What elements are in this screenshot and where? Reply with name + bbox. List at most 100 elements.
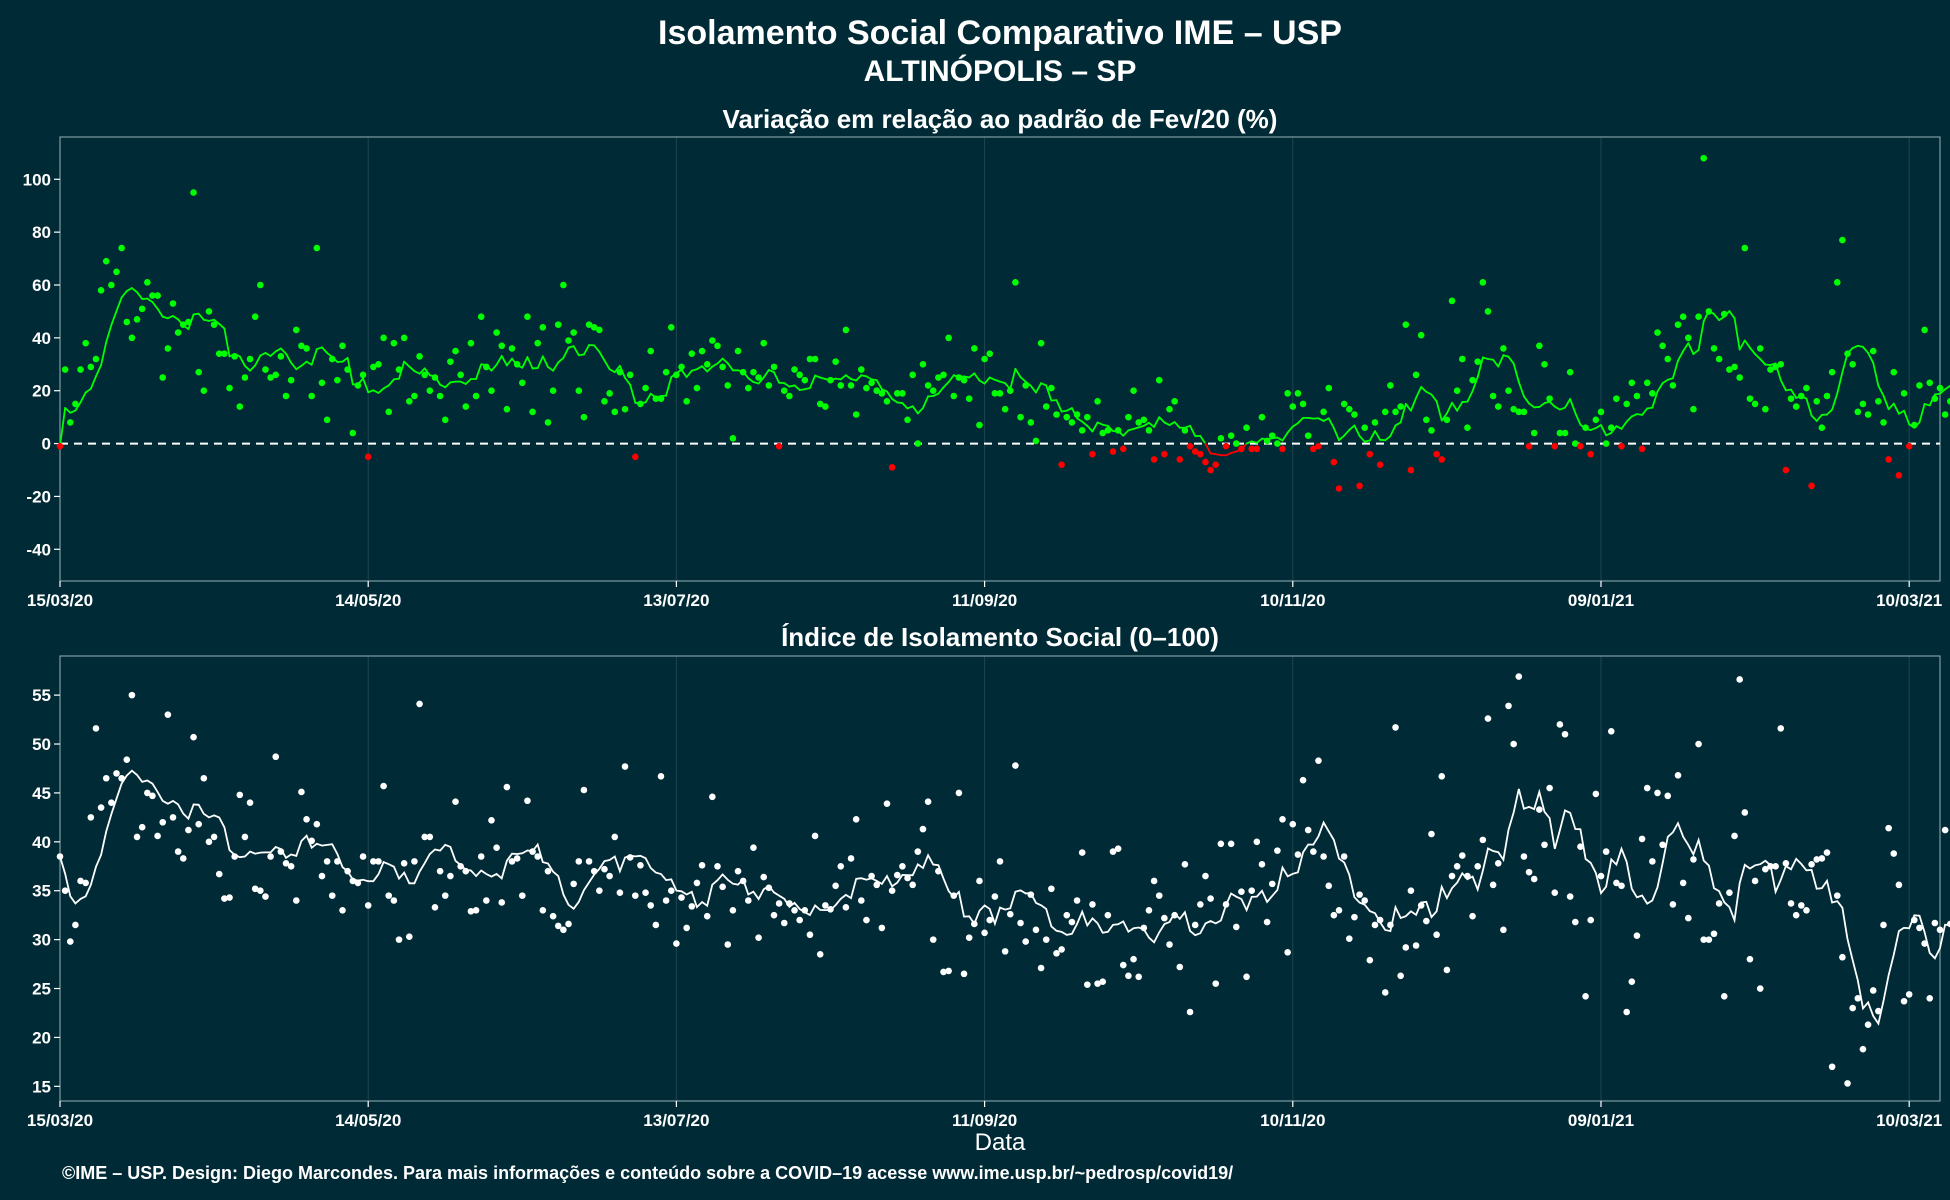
panel-1-point-56: [344, 366, 351, 373]
panel-1-trend-segment-261: [1394, 421, 1402, 427]
panel-2-point-319: [1695, 740, 1702, 748]
panel-1-point-154: [847, 382, 855, 389]
panel-1-point-113: [637, 400, 644, 408]
panel-2-point-282: [1505, 702, 1512, 710]
panel-2-point-295: [1572, 918, 1579, 926]
panel-2-point-205: [1109, 848, 1117, 855]
panel-2-point-192: [1042, 936, 1050, 943]
panel-2-point-110: [621, 763, 629, 770]
panel-1-point-70: [416, 353, 423, 360]
panel-1-point-61: [370, 363, 377, 371]
panel-1-point-363: [1921, 326, 1928, 334]
panel-2-point-315: [1674, 772, 1682, 779]
panel-1-point-361: [1911, 421, 1918, 429]
panel-2-point-221: [1191, 921, 1199, 929]
panel-1-point-345: [1828, 368, 1836, 376]
panel-2-point-45: [287, 862, 295, 870]
panel-2-point-148: [816, 950, 824, 958]
panel-1-trend-segment-40: [259, 352, 267, 357]
panel-1-trend-segment-302: [1605, 432, 1613, 437]
panel-1-point-228: [1227, 432, 1235, 439]
panel-2-point-111: [626, 854, 634, 861]
panel-1-point-230: [1238, 445, 1245, 453]
panel-1-point-302: [1607, 424, 1615, 432]
panel-2-point-36: [241, 833, 249, 841]
panel-2-frame: [59, 655, 1941, 1102]
panel-2-point-336: [1782, 860, 1790, 867]
panel-2-point-152: [837, 862, 845, 870]
panel-1-point-48: [303, 345, 310, 352]
panel-2-point-123: [688, 903, 696, 910]
panel-1-point-65: [390, 339, 398, 347]
panel-1-point-273: [1458, 355, 1466, 363]
panel-1-point-183: [996, 390, 1004, 397]
panel-1-point-9: [102, 257, 110, 265]
panel-1-point-179: [976, 421, 983, 429]
panel-1-xtick-label-4: 10/11/20: [1260, 591, 1325, 610]
panel-1-point-329: [1746, 395, 1754, 402]
panel-1-point-20: [159, 374, 167, 381]
panel-1-point-196: [1063, 413, 1071, 421]
panel-1-trend-segment-140: [773, 371, 781, 384]
panel-2-point-115: [647, 902, 655, 909]
panel-2-point-74: [436, 867, 444, 875]
panel-2-point-49: [308, 837, 315, 845]
panel-1-trend-segment-186: [1009, 367, 1017, 391]
panel-1-trend-segment-92: [526, 356, 534, 370]
panel-1-point-366: [1936, 384, 1944, 392]
panel-1-point-304: [1618, 442, 1625, 450]
panel-1-trend-segment-119: [665, 376, 673, 397]
panel-1-trend-segment-14: [125, 287, 133, 292]
panel-2-point-356: [1885, 824, 1892, 832]
panel-2-xtick-label-2: 13/07/20: [643, 1111, 709, 1130]
panel-1-point-111: [626, 371, 634, 379]
panel-2-xtick-label-4: 10/11/20: [1260, 1111, 1325, 1130]
panel-2-point-323: [1715, 900, 1723, 907]
panel-1-point-102: [580, 413, 588, 421]
panel-2-point-264: [1412, 942, 1420, 949]
panel-2-point-237: [1274, 847, 1281, 854]
panel-2-point-276: [1474, 862, 1482, 870]
panel-1-point-18: [149, 292, 156, 299]
panel-2-point-89: [513, 855, 521, 862]
panel-2-point-146: [806, 931, 814, 939]
panel-1-point-186: [1012, 279, 1019, 286]
panel-1-point-346: [1833, 279, 1841, 286]
panel-1-point-263: [1407, 466, 1415, 474]
panel-1-trend-segment-50: [310, 348, 318, 366]
panel-1-trend-segment-23: [172, 315, 180, 321]
panel-1-trend-segment-39: [254, 354, 262, 367]
panel-2-point-32: [221, 895, 228, 902]
panel-1-point-305: [1623, 400, 1630, 408]
panel-1-point-55: [339, 342, 346, 350]
panel-1-point-253: [1356, 482, 1363, 490]
panel-1-trend-segment-247: [1322, 417, 1330, 422]
panel-1-point-164: [899, 390, 906, 397]
panel-2-point-290: [1546, 784, 1553, 792]
panel-1-point-236: [1268, 432, 1276, 439]
panel-2-point-314: [1669, 901, 1677, 908]
panel-1-point-19: [154, 292, 161, 299]
panel-1-point-175: [955, 374, 963, 381]
panel-1-trend-segment-174: [947, 374, 955, 383]
panel-1-trend-segment-82: [475, 363, 483, 380]
panel-2-point-70: [416, 700, 423, 708]
panel-1-xtick-label-5: 09/01/21: [1568, 591, 1634, 610]
panel-2-point-179: [976, 877, 983, 885]
panel-1-point-63: [380, 334, 387, 342]
panel-2-point-118: [662, 897, 670, 904]
panel-1-point-248: [1330, 458, 1338, 466]
panel-2-point-9: [102, 774, 110, 782]
panel-2-point-311: [1654, 789, 1661, 797]
panel-2-point-81: [472, 906, 480, 914]
panel-2-point-99: [565, 920, 572, 928]
panel-1-point-271: [1448, 297, 1456, 305]
panel-1-point-64: [385, 408, 393, 416]
panel-1-trend-segment-38: [249, 364, 257, 372]
panel-1-point-293: [1561, 429, 1569, 437]
panel-2-point-366: [1936, 926, 1944, 934]
panel-1-point-337: [1787, 395, 1795, 402]
panel-2-point-239: [1284, 949, 1291, 956]
panel-2-point-251: [1345, 935, 1353, 942]
panel-2-point-257: [1376, 916, 1384, 924]
